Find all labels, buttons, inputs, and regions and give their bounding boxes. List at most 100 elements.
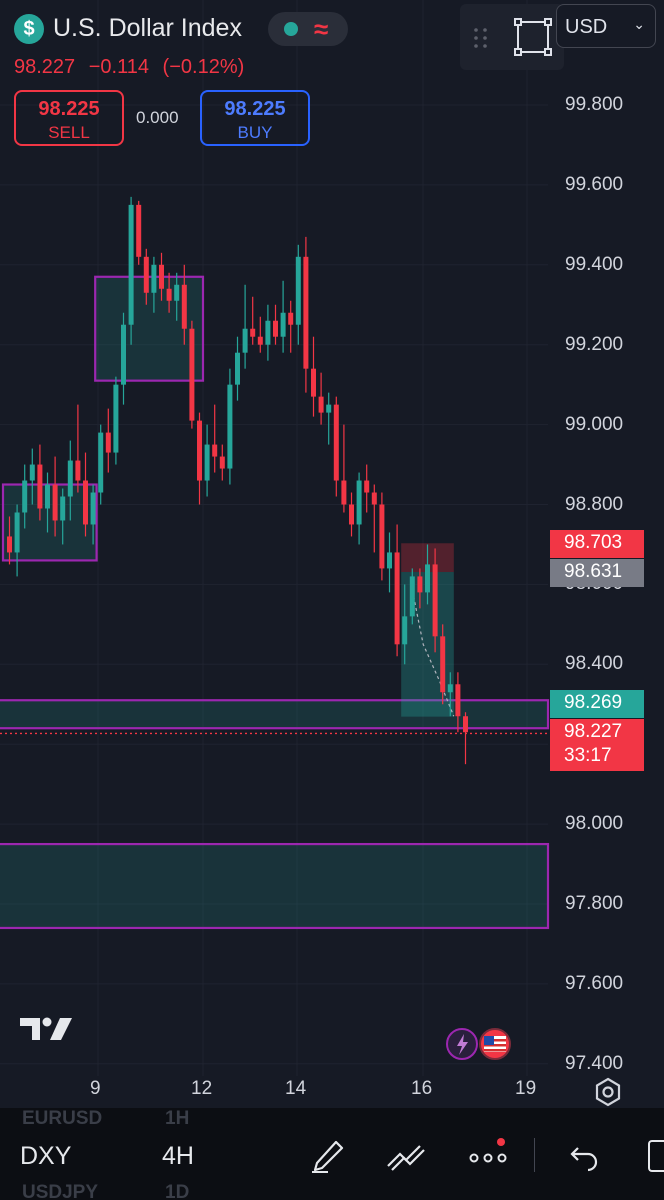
candle-body[interactable] <box>159 264 164 289</box>
ghost-symbol-below: USDJPY <box>22 1182 99 1200</box>
candle-body[interactable] <box>326 404 332 413</box>
candle-body[interactable] <box>227 384 233 469</box>
candle-body[interactable] <box>37 464 43 509</box>
event-icons[interactable] <box>444 1024 518 1064</box>
symbol-picker[interactable]: DXY <box>20 1142 72 1170</box>
candle-body[interactable] <box>143 256 149 293</box>
candle-body[interactable] <box>242 328 248 353</box>
time-label: 19 <box>515 1078 537 1099</box>
undo-icon[interactable] <box>562 1138 606 1174</box>
candle-body[interactable] <box>265 320 271 345</box>
candle-body[interactable] <box>151 264 157 293</box>
spread-value: 0.000 <box>136 108 179 127</box>
buy-button[interactable]: 98.225 BUY <box>200 90 310 146</box>
stop-tag[interactable]: 98.703 <box>550 530 644 558</box>
candle-body[interactable] <box>409 576 415 617</box>
candle-body[interactable] <box>52 484 58 521</box>
entry-tag[interactable]: 98.631 <box>550 559 644 587</box>
candle-body[interactable] <box>14 512 20 553</box>
pen-icon[interactable] <box>306 1138 350 1174</box>
price-axis-label: 98.800 <box>565 493 624 515</box>
candle-body[interactable] <box>67 460 73 497</box>
candle-body[interactable] <box>333 404 339 481</box>
candle-body[interactable] <box>219 456 225 469</box>
candle-body[interactable] <box>181 284 187 329</box>
time-label: 16 <box>411 1078 433 1099</box>
candle-body[interactable] <box>75 460 81 481</box>
sell-button[interactable]: 98.225 SELL <box>14 90 124 146</box>
rectangle-tool-icon[interactable] <box>514 18 552 56</box>
candle-body[interactable] <box>379 504 385 569</box>
candle-body[interactable] <box>280 312 286 337</box>
interval-picker[interactable]: 4H <box>162 1142 194 1170</box>
target-tag[interactable]: 98.269 <box>550 690 644 718</box>
drawing-tools-popup <box>460 4 564 70</box>
candle-body[interactable] <box>113 384 119 453</box>
candle-body[interactable] <box>447 684 453 693</box>
candle-body[interactable] <box>128 204 134 325</box>
symbol-title[interactable]: U.S. Dollar Index <box>53 14 242 42</box>
candle-body[interactable] <box>394 552 400 645</box>
candle-body[interactable] <box>197 420 202 481</box>
candle-body[interactable] <box>136 204 142 257</box>
candle-body[interactable] <box>455 684 461 717</box>
time-label: 12 <box>191 1078 213 1099</box>
candle-body[interactable] <box>295 256 301 325</box>
candle-body[interactable] <box>318 396 324 413</box>
candle-body[interactable] <box>341 480 347 505</box>
candle-body[interactable] <box>204 444 210 481</box>
candle-body[interactable] <box>387 552 392 569</box>
candle-body[interactable] <box>83 480 88 525</box>
candle-body[interactable] <box>425 564 430 593</box>
price-axis-label: 98.400 <box>565 653 624 675</box>
candle-body[interactable] <box>166 288 172 301</box>
candle-body[interactable] <box>250 328 256 337</box>
supply-demand-zone[interactable] <box>94 275 205 382</box>
price-axis-label: 99.200 <box>565 333 624 355</box>
candle-body[interactable] <box>432 564 438 637</box>
price-axis-label: 97.400 <box>565 1052 624 1074</box>
candle-body[interactable] <box>98 432 104 493</box>
fullscreen-icon[interactable] <box>648 1140 664 1172</box>
candle-body[interactable] <box>121 324 126 385</box>
candle-body[interactable] <box>45 484 50 509</box>
time-label: 14 <box>285 1078 307 1099</box>
candle-body[interactable] <box>273 320 278 337</box>
candle-body[interactable] <box>174 284 180 301</box>
price-axis-label: 97.800 <box>565 893 624 914</box>
drag-handle-icon[interactable] <box>474 28 487 48</box>
tools-popup-icons <box>474 18 552 56</box>
candle-body[interactable] <box>440 636 446 693</box>
supply-demand-zone[interactable] <box>0 842 550 930</box>
candle-body[interactable] <box>235 352 240 385</box>
candle-body[interactable] <box>463 716 468 733</box>
candle-body[interactable] <box>402 616 408 645</box>
candle-body[interactable] <box>212 444 218 457</box>
candle-body[interactable] <box>257 336 263 345</box>
time-axis[interactable]: 9 12 14 16 19 <box>0 1078 664 1108</box>
last-price-tag[interactable]: 98.227 33:17 <box>550 719 644 771</box>
candle-body[interactable] <box>303 256 309 369</box>
settings-gear-icon[interactable] <box>592 1076 624 1108</box>
candle-body[interactable] <box>105 432 111 453</box>
candle-body[interactable] <box>22 480 28 513</box>
candle-body[interactable] <box>371 492 377 505</box>
candle-body[interactable] <box>288 312 294 325</box>
wave-icon: ≈ <box>314 14 329 44</box>
change-percent: (−0.12%) <box>162 56 245 78</box>
more-icon[interactable] <box>466 1138 510 1174</box>
candle-body[interactable] <box>189 328 195 421</box>
candle-body[interactable] <box>29 464 35 481</box>
market-status-pill[interactable]: ≈ <box>268 12 348 46</box>
candle-body[interactable] <box>356 480 362 525</box>
candle-body[interactable] <box>7 536 12 553</box>
candle-body[interactable] <box>311 368 316 397</box>
drawing-tools-icon[interactable] <box>384 1138 428 1174</box>
candle-body[interactable] <box>364 480 370 493</box>
currency-select[interactable]: USD ⌄ <box>556 4 656 48</box>
candle-body[interactable] <box>60 496 66 521</box>
candle-body[interactable] <box>349 504 354 525</box>
candle-body[interactable] <box>417 576 423 593</box>
candle-body[interactable] <box>90 492 96 525</box>
